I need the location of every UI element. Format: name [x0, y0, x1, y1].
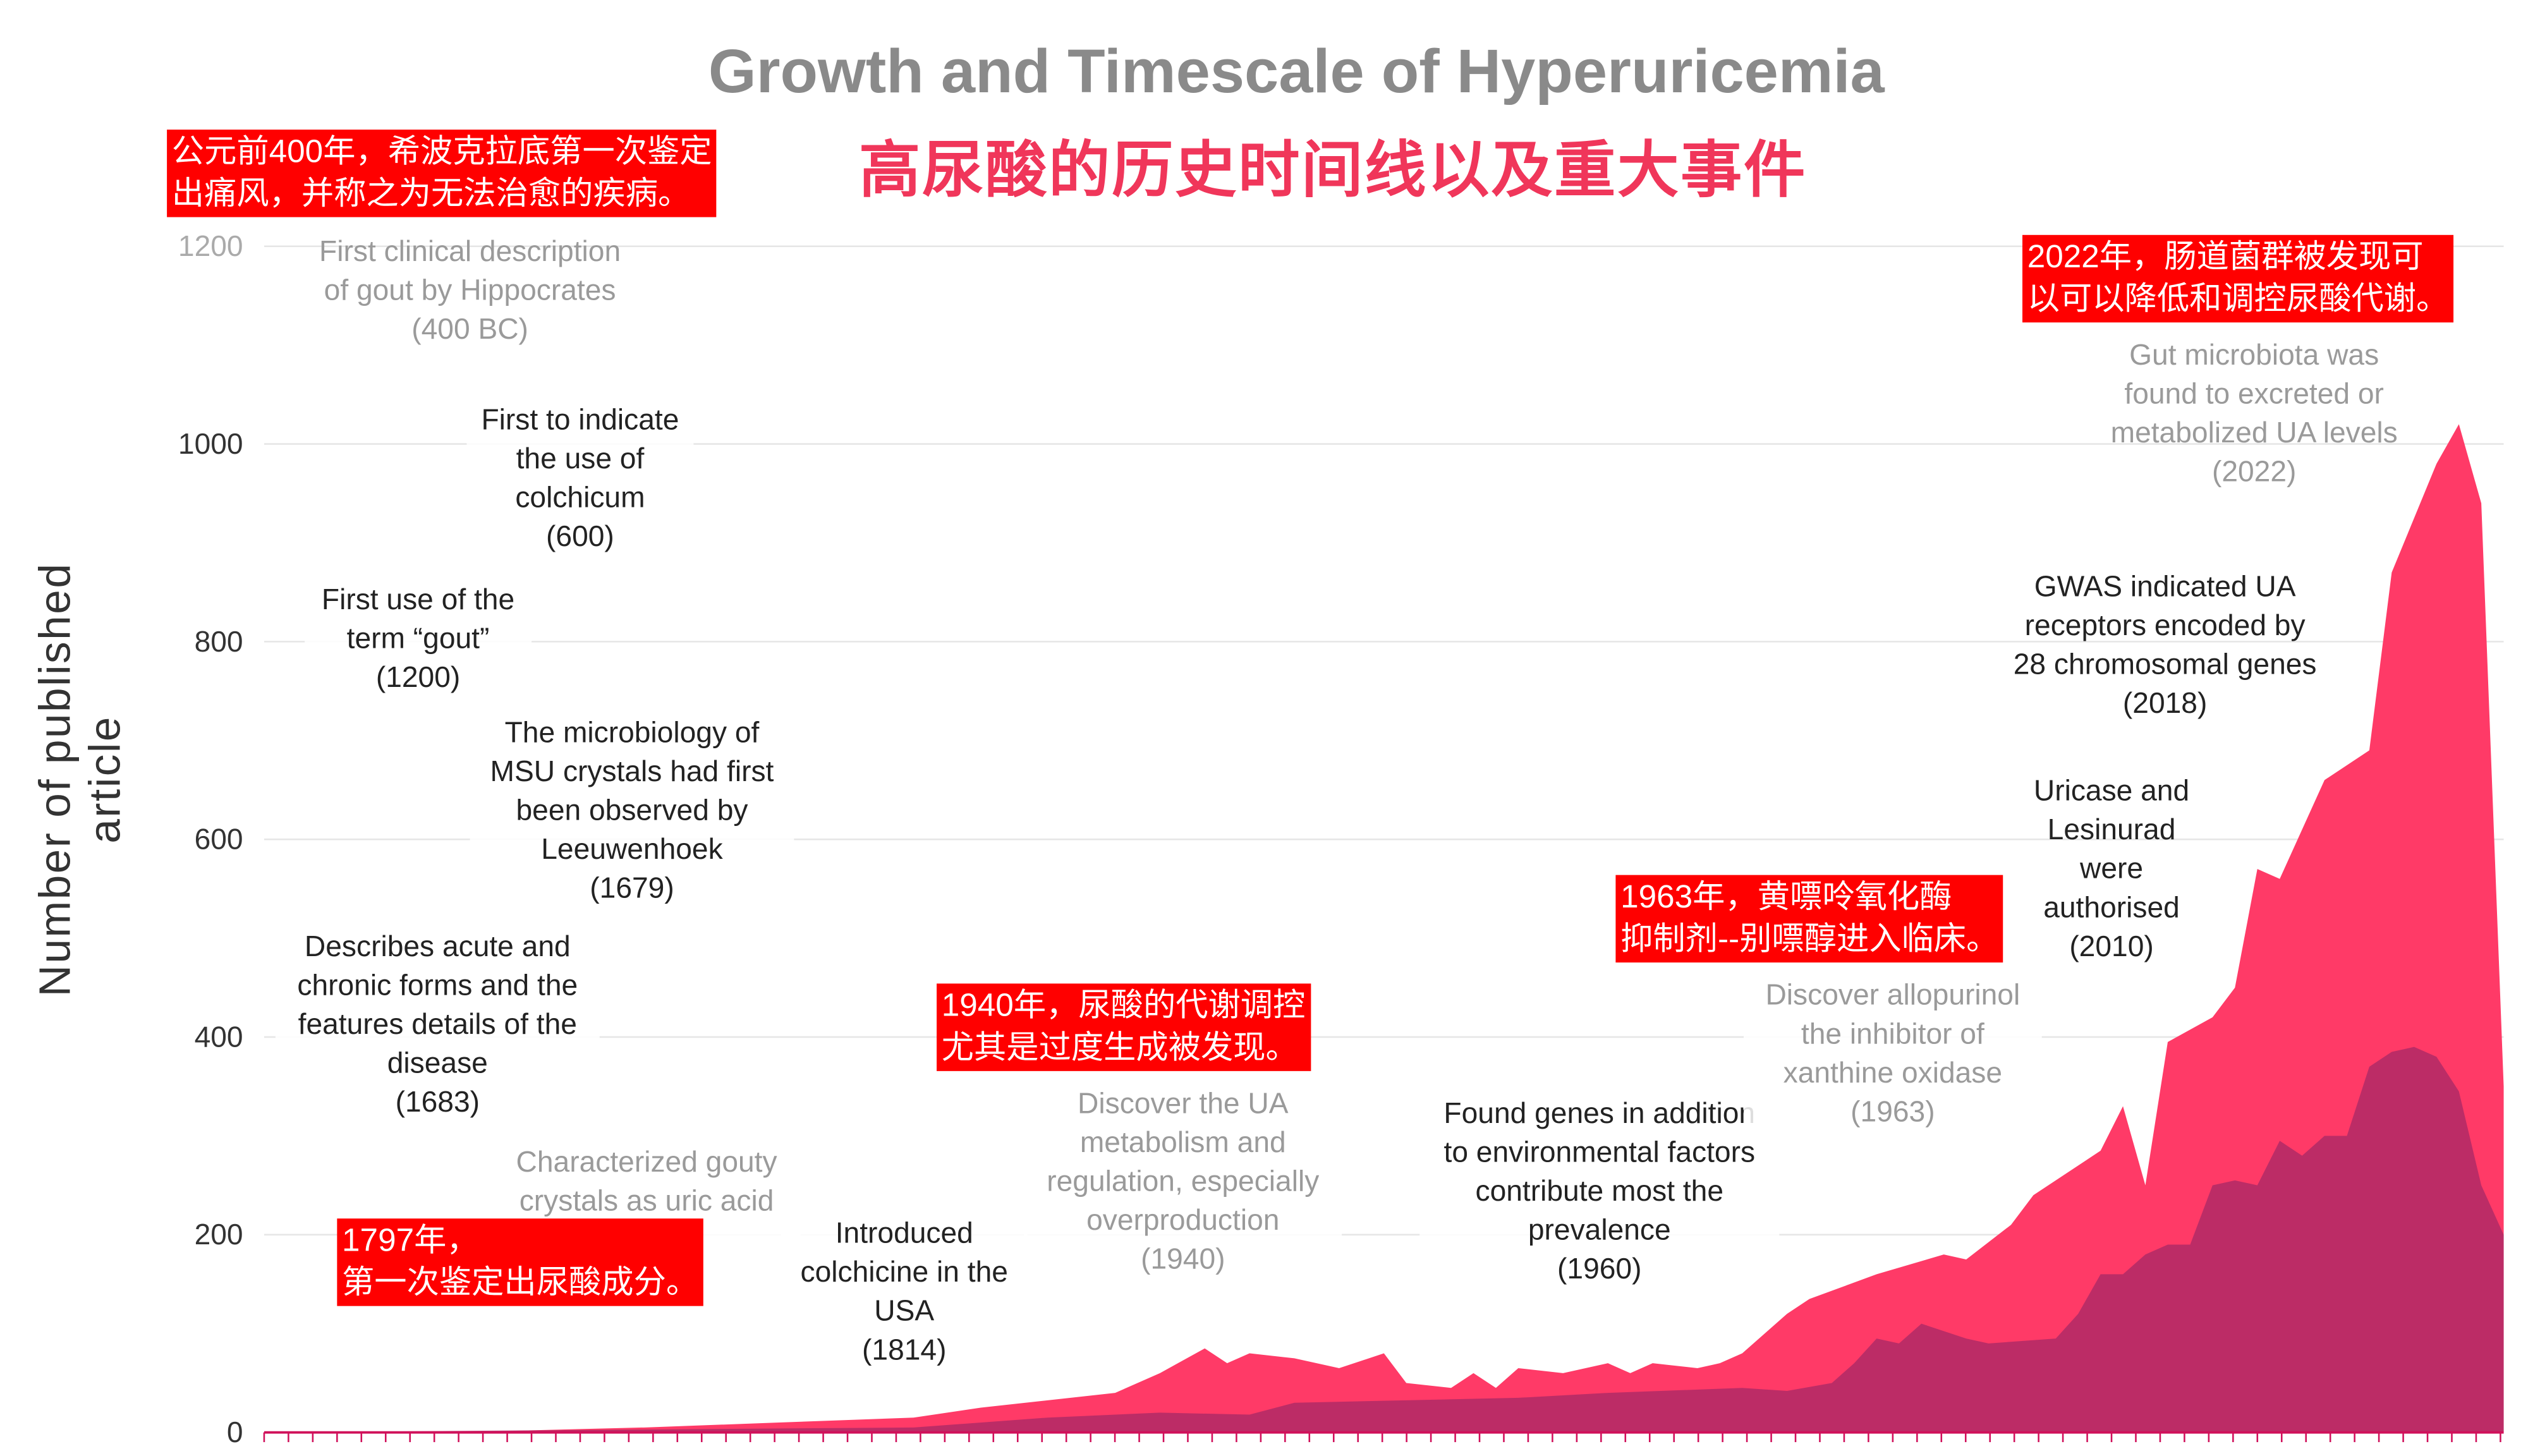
annotation: Introduced colchicine in the USA (1814)	[781, 1213, 1028, 1369]
y-tick-label: 1000	[178, 427, 243, 461]
annotation: First use of the term “gout” (1200)	[305, 579, 532, 697]
annotation: Describes acute and chronic forms and th…	[275, 926, 600, 1122]
annotation: Uricase and Lesinurad were authorised (2…	[2033, 774, 2190, 963]
annotation: Discover allopurinol the inhibitor of xa…	[1743, 975, 2042, 1131]
chinese-note-400bc: 公元前400年，希波克拉底第一次鉴定 出痛风，并称之为无法治愈的疾病。	[167, 130, 717, 217]
annotation: The microbiology of MSU crystals had fir…	[470, 713, 794, 907]
area-series-subset	[264, 1046, 2504, 1433]
y-tick-label: 1200	[178, 230, 243, 263]
y-axis-label: Number of published article	[30, 562, 130, 997]
chart-subtitle: 高尿酸的历史时间线以及重大事件	[858, 137, 1808, 206]
chinese-note-1963: 1963年，黄嘌呤氧化酶 抑制剂--别嘌醇进入临床。	[1615, 875, 2004, 963]
annotation: First clinical description of gout by Hi…	[319, 234, 621, 346]
chinese-note-2022: 2022年，肠道菌群被发现可 以可以降低和调控尿酸代谢。	[2022, 234, 2454, 323]
annotation: Gut microbiota was found to excreted or …	[2110, 338, 2398, 488]
annotation: First to indicate the use of colchicum (…	[466, 400, 694, 556]
annotation: Found genes in addition to environmental…	[1419, 1093, 1780, 1289]
y-tick-label: 0	[226, 1416, 243, 1449]
y-tick-label: 800	[194, 625, 243, 658]
annotation: Discover the UA metabolism and regulatio…	[1024, 1084, 1342, 1279]
chinese-note-1797: 1797年， 第一次鉴定出尿酸成分。	[337, 1218, 703, 1306]
y-tick-label: 600	[194, 823, 243, 856]
y-tick-label: 400	[194, 1021, 243, 1053]
annotation: GWAS indicated UA receptors encoded by 2…	[2013, 570, 2317, 720]
y-tick-label: 200	[194, 1218, 243, 1251]
chinese-note-1940: 1940年，尿酸的代谢调控 尤其是过度生成被发现。	[937, 983, 1311, 1071]
chart-title: Growth and Timescale of Hyperuricemia	[708, 39, 1885, 107]
